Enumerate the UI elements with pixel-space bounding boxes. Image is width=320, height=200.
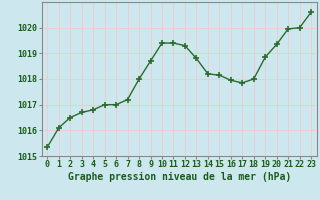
X-axis label: Graphe pression niveau de la mer (hPa): Graphe pression niveau de la mer (hPa) — [68, 172, 291, 182]
